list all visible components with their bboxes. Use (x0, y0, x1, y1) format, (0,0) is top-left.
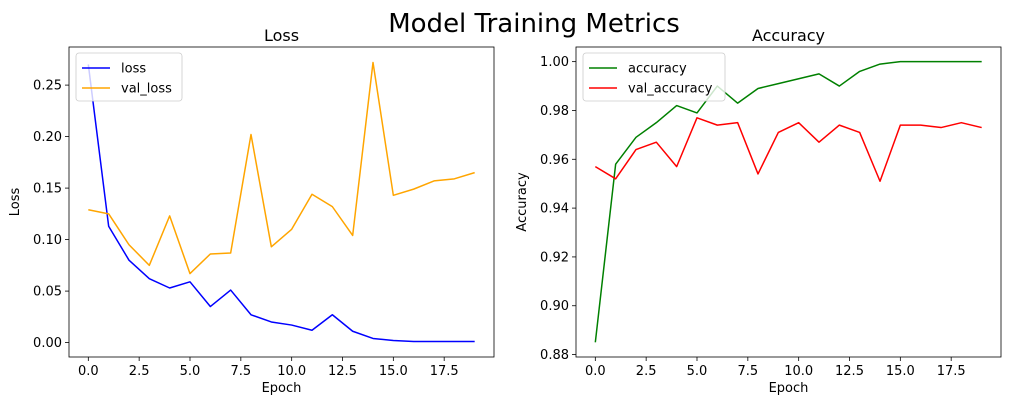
legend-label-val-accuracy: val_accuracy (628, 82, 713, 97)
loss-chart: Loss 0.0 2.5 5.0 7.5 10.0 12.5 15.0 17.5 0.00 0.05… (8, 26, 495, 396)
x-tick-label: 12.5 (835, 364, 864, 379)
x-tick-label: 17.5 (937, 364, 966, 379)
y-tick-label: 0.98 (540, 104, 569, 119)
loss-plot-frame (68, 46, 495, 358)
figure-title: Model Training Metrics (388, 9, 680, 39)
x-tick-label: 5.0 (180, 364, 201, 379)
series-line-val-loss (88, 61, 475, 275)
accuracy-chart-title: Accuracy (752, 26, 825, 45)
x-tick-label: 17.5 (430, 364, 459, 379)
y-tick-label: 0.90 (540, 299, 569, 314)
loss-legend: loss val_loss (75, 52, 183, 102)
y-tick-label: 0.92 (540, 250, 569, 265)
y-tick-label: 0.00 (33, 336, 62, 351)
accuracy-y-axis-label: Accuracy (515, 172, 530, 232)
accuracy-plot-frame (575, 46, 1002, 358)
y-tick-label: 0.88 (540, 348, 569, 363)
y-tick-label: 0.05 (33, 285, 62, 300)
y-tick-label: 0.25 (33, 79, 62, 94)
x-tick-label: 10.0 (277, 364, 306, 379)
series-line-loss (87, 64, 475, 343)
loss-x-axis-label: Epoch (262, 381, 302, 396)
x-tick-label: 10.0 (784, 364, 813, 379)
x-tick-label: 12.5 (328, 364, 357, 379)
x-tick-label: 2.5 (636, 364, 657, 379)
accuracy-x-axis-label: Epoch (769, 381, 809, 396)
loss-y-axis-label: Loss (8, 188, 23, 217)
legend-label-loss: loss (121, 62, 146, 77)
x-tick-label: 0.0 (78, 364, 99, 379)
y-tick-label: 0.20 (33, 130, 62, 145)
legend-box (75, 52, 183, 102)
x-tick-label: 15.0 (379, 364, 408, 379)
x-tick-label: 15.0 (886, 364, 915, 379)
series-line-val-accuracy (594, 117, 982, 182)
y-tick-label: 0.10 (33, 233, 62, 248)
x-tick-label: 5.0 (687, 364, 708, 379)
x-tick-label: 7.5 (737, 364, 758, 379)
legend-label-val-loss: val_loss (121, 82, 172, 97)
accuracy-legend: accuracy val_accuracy (582, 52, 726, 102)
legend-box (582, 52, 726, 102)
x-tick-label: 7.5 (230, 364, 251, 379)
x-tick-label: 0.0 (585, 364, 606, 379)
series-line-accuracy (594, 60, 982, 343)
loss-chart-title: Loss (264, 26, 299, 45)
x-tick-label: 2.5 (129, 364, 150, 379)
y-tick-label: 0.96 (540, 153, 569, 168)
y-tick-label: 0.94 (540, 202, 569, 217)
accuracy-chart: Accuracy 0.0 2.5 5.0 7.5 10.0 12.5 15.0 17.5 0.88… (515, 26, 1002, 396)
y-tick-label: 1.00 (540, 55, 569, 70)
y-tick-label: 0.15 (33, 182, 62, 197)
legend-label-accuracy: accuracy (628, 62, 687, 77)
